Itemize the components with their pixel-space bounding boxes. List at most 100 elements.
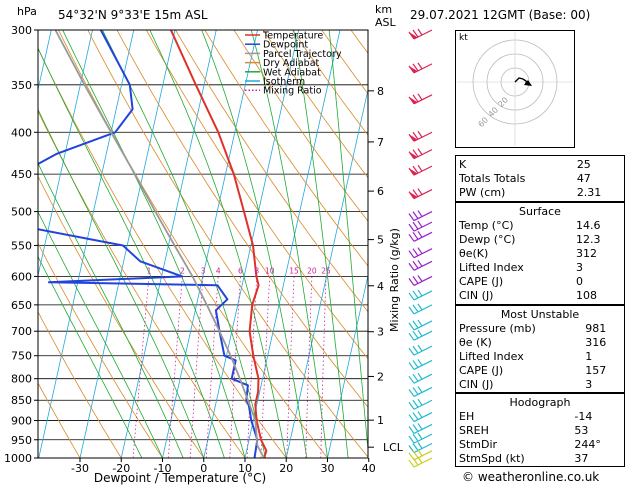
index-value: 14.6	[575, 218, 601, 232]
wind-barb	[408, 442, 433, 454]
mixing-ratio-line	[132, 276, 150, 458]
wind-barb	[408, 398, 433, 410]
wind-barb	[408, 188, 433, 200]
wind-barb	[408, 62, 433, 74]
wet-adiabat-line	[293, 30, 349, 458]
wind-barb	[408, 449, 433, 461]
mixing-ratio-label: 8	[254, 266, 259, 275]
wind-barb	[408, 130, 433, 142]
index-value: 47	[576, 171, 591, 185]
isotherm-line	[38, 30, 135, 458]
index-value: -14	[574, 409, 593, 423]
lcl-label: LCL	[383, 441, 404, 454]
wind-barb	[408, 456, 433, 468]
index-label: θe (K)	[459, 335, 492, 349]
dry-adiabat-line	[145, 30, 368, 360]
wet-adiabat-line	[38, 211, 163, 458]
legend-entry: Mixing Ratio	[263, 86, 322, 97]
index-label: CIN (J)	[459, 288, 494, 302]
pressure-tick-label: 300	[11, 24, 32, 37]
series-dewpoint	[38, 30, 259, 458]
index-label: StmSpd (kt)	[459, 451, 525, 465]
index-label: PW (cm)	[459, 185, 506, 199]
mixing-ratio-line	[260, 276, 271, 458]
wet-adiabat-line	[38, 255, 143, 458]
temperature-tick-label: -30	[71, 462, 89, 475]
isotherm-line	[285, 87, 368, 458]
pressure-axis: 300 350 400 450 500 550 600 650 700 750 800 850 900 9…	[4, 24, 38, 465]
mixing-ratio-label: 3	[201, 266, 206, 275]
surface-box: Surface Temp (°C) 14.6 Dewp (°C) 12.3 θe(K) 3…	[455, 202, 625, 305]
index-value: 3	[575, 260, 583, 274]
wind-barb	[408, 303, 433, 315]
mixing-ratio-line	[286, 276, 295, 458]
height-tick-label: 7	[377, 136, 384, 149]
mixing-ratio-label: 1	[147, 266, 152, 275]
isotherm-line	[120, 30, 217, 458]
wind-barb	[408, 148, 433, 160]
index-label: Temp (°C)	[459, 218, 514, 232]
wind-barb	[408, 275, 433, 286]
pressure-tick-label: 900	[11, 415, 32, 428]
pressure-tick-label: 600	[11, 270, 32, 283]
station-location: 54°32'N 9°33'E 15m ASL	[58, 8, 208, 22]
index-label: CAPE (J)	[459, 363, 504, 377]
index-value: 12.3	[575, 232, 601, 246]
pressure-unit-label: hPa	[17, 5, 37, 18]
legend-entry: Parcel Trajectory	[263, 49, 342, 60]
mixing-ratio-line	[305, 276, 313, 458]
wind-barb	[408, 386, 433, 397]
index-value: 981	[585, 321, 607, 335]
index-value: 1	[585, 349, 593, 363]
index-value: 0	[575, 274, 583, 288]
wind-barb	[408, 423, 433, 435]
temperature-tick-label: 40	[362, 462, 376, 475]
temperature-axis: -30 -20 -10 0 10 20 30 40	[71, 458, 376, 475]
legend-entry: Wet Adiabat	[263, 67, 321, 78]
height-unit-asl: ASL	[375, 16, 396, 29]
surface-title: Surface	[519, 204, 561, 218]
temperature-tick-label: 20	[279, 462, 293, 475]
isotherm-line	[38, 30, 93, 278]
mixing-ratio-label: 25	[321, 266, 331, 275]
height-axis: 8 7 6 5 4 3 2 1 LCL	[368, 85, 404, 454]
height-tick-label: 5	[377, 234, 384, 247]
pressure-tick-label: 500	[11, 206, 32, 219]
dry-adiabat-line	[262, 30, 368, 179]
index-label: CIN (J)	[459, 377, 494, 391]
temperature-tick-label: -20	[112, 462, 130, 475]
isotherm-line	[203, 30, 300, 458]
index-label: K	[459, 157, 467, 171]
index-value: 312	[575, 246, 597, 260]
x-axis-label: Dewpoint / Temperature (°C)	[94, 471, 266, 485]
mixing-ratio-label: 10	[265, 266, 275, 275]
pressure-tick-label: 400	[11, 126, 32, 139]
plot-frame	[37, 29, 369, 459]
temperature-tick-label: 10	[238, 462, 252, 475]
wet-adiabat-line	[328, 30, 368, 455]
index-value: 316	[585, 335, 607, 349]
wind-barb	[408, 359, 433, 370]
index-label: Dewp (°C)	[459, 232, 516, 246]
mixing-ratio-line	[168, 276, 183, 458]
temperature-tick-label: 0	[200, 462, 207, 475]
pressure-tick-label: 1000	[4, 452, 32, 465]
wind-barb	[408, 164, 433, 176]
pressure-tick-label: 350	[11, 79, 32, 92]
height-tick-label: 6	[377, 185, 384, 198]
site-credit[interactable]: © weatheronline.co.uk	[462, 470, 600, 484]
pressure-tick-label: 850	[11, 394, 32, 407]
height-tick-label: 3	[377, 326, 384, 339]
series-temperature	[169, 30, 268, 458]
index-label: EH	[459, 409, 475, 423]
isotherm-line	[0, 30, 10, 458]
mixing-ratio-label: 6	[238, 266, 243, 275]
index-value: 37	[574, 451, 589, 465]
wind-barb	[408, 344, 433, 356]
dry-adiabat-line	[38, 175, 205, 458]
mixing-ratio-line	[320, 276, 327, 458]
isotherm-line	[327, 273, 368, 458]
indices-box: K 25 Totals Totals 47 PW (cm) 2.31	[455, 155, 625, 202]
mixing-ratio-label: 20	[307, 266, 317, 275]
